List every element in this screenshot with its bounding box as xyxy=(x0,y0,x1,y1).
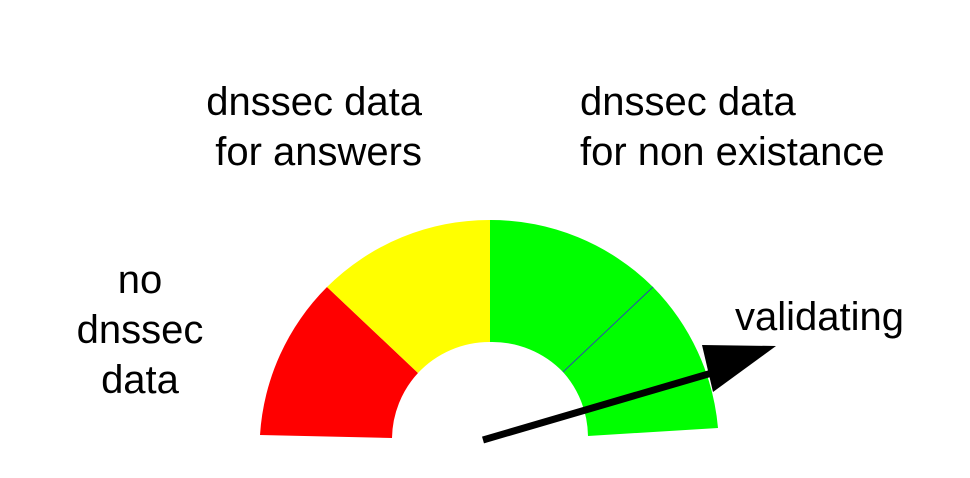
label-answers-line1: dnssec data xyxy=(206,80,422,124)
label-nodata-line3: data xyxy=(101,358,179,402)
label-nodata-line2: dnssec xyxy=(76,308,204,352)
gauge-segment-dnssec-data-for-non-existance xyxy=(490,219,653,372)
gauge-segment-validating xyxy=(563,287,718,436)
gauge-needle-shaft xyxy=(482,366,723,444)
label-nonexist-line1: dnssec data xyxy=(580,80,796,124)
gauge-segment-divider xyxy=(562,286,654,373)
label-dnssec-data-for-non-existance: dnssec data for non existance xyxy=(580,77,940,177)
gauge-segment-no-dnssec-data xyxy=(260,287,418,438)
label-answers-line2: for answers xyxy=(215,130,422,174)
gauge-segment-dnssec-data-for-answers xyxy=(327,219,490,373)
label-nodata-line1: no xyxy=(117,258,163,302)
label-no-dnssec-data: no dnssec data xyxy=(40,255,240,405)
gauge-needle-arrowhead xyxy=(702,345,776,392)
label-validating: validating xyxy=(735,295,905,339)
label-dnssec-data-for-answers: dnssec data for answers xyxy=(160,77,422,177)
label-nonexist-line2: for non existance xyxy=(580,130,885,174)
